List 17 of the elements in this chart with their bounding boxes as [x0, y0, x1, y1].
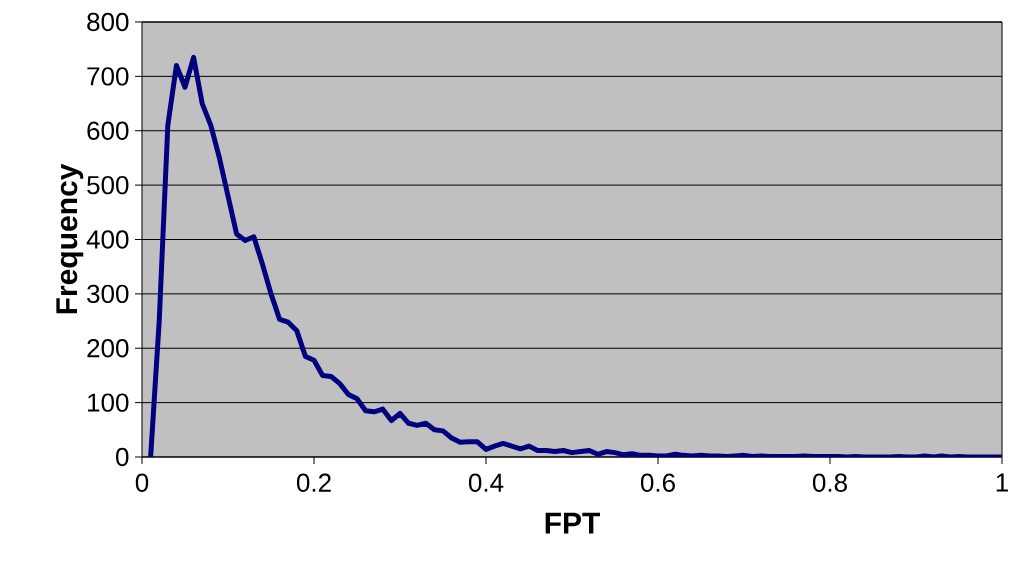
x-tick-label: 0	[135, 473, 149, 492]
x-tick-label: 0.6	[640, 473, 675, 492]
y-tick-label: 300	[87, 284, 129, 304]
x-axis-title: FPT	[545, 512, 601, 534]
x-tick-label: 0.2	[296, 473, 331, 492]
y-tick-label: 200	[87, 339, 129, 358]
y-tick-label: 600	[87, 121, 129, 140]
x-tick-label: 0.8	[812, 473, 847, 492]
y-axis-title: Frequency	[56, 163, 84, 314]
y-tick-label: 800	[87, 12, 129, 32]
y-tick-label: 500	[87, 175, 129, 195]
x-tick-label: 0.4	[468, 473, 504, 492]
y-tick-label: 700	[87, 67, 129, 86]
y-tick-label: 400	[86, 230, 129, 249]
y-tick-label: 100	[88, 393, 129, 412]
y-tick-label: 0	[116, 447, 129, 467]
x-tick-label: 1	[996, 473, 1008, 492]
